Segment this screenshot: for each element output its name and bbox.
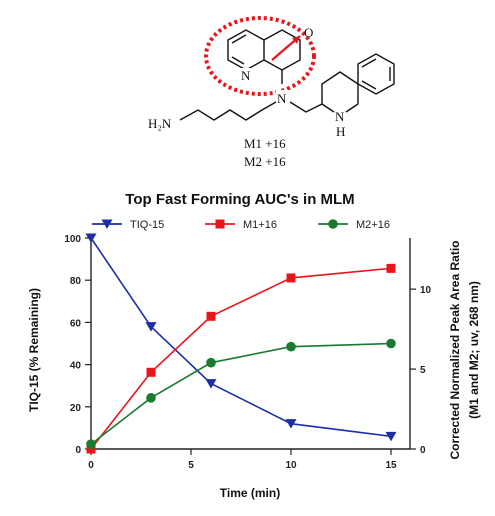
cyclohexane-ring xyxy=(263,29,301,71)
data-point-2 xyxy=(206,357,216,368)
molecule-structure xyxy=(179,29,395,121)
atom-h2n: H₂N xyxy=(148,116,172,131)
metabolite-label-m1: M1 +16 xyxy=(244,136,286,151)
y-tick-label-left: 0 xyxy=(75,445,81,456)
series-line-0 xyxy=(90,237,392,438)
chart-title: Top Fast Forming AUC's in MLM xyxy=(125,191,354,208)
arrowhead xyxy=(292,36,300,44)
y-tick-label-left: 20 xyxy=(70,403,82,414)
data-point-0 xyxy=(205,379,217,389)
y-tick-label-left: 100 xyxy=(64,234,81,245)
legend-marker xyxy=(101,219,113,229)
data-point-2 xyxy=(286,341,296,352)
data-point-2 xyxy=(146,393,156,403)
legend-marker xyxy=(328,219,338,229)
data-point-0 xyxy=(285,419,297,429)
highlight-ellipse xyxy=(204,16,316,96)
x-tick-label: 0 xyxy=(88,460,94,471)
atom-o: O xyxy=(304,25,313,40)
data-point-1 xyxy=(206,311,216,321)
y-tick-label-right: 10 xyxy=(420,285,432,296)
ring-double-bond xyxy=(231,56,245,65)
data-point-1 xyxy=(286,273,296,283)
y-tick-label-left: 40 xyxy=(70,361,82,372)
x-tick-label: 15 xyxy=(385,460,397,471)
data-point-0 xyxy=(385,431,397,442)
series-line-1 xyxy=(90,267,392,450)
legend-label: M1+16 xyxy=(243,219,277,231)
y-axis-right-subtitle: (M1 and M2; uv, 268 nm) xyxy=(467,281,481,419)
data-point-2 xyxy=(86,439,96,450)
data-point-2 xyxy=(386,338,396,349)
data-point-0 xyxy=(85,233,97,243)
series-line-2 xyxy=(90,342,392,445)
data-point-1 xyxy=(386,263,396,273)
atom-n-ring: N xyxy=(241,68,251,83)
y-axis-right-title: Corrected Normalized Peak Area Ratio xyxy=(448,241,462,460)
ring-double-bond xyxy=(361,58,377,68)
atom-nh-n: N xyxy=(335,109,345,124)
ring-double-bond xyxy=(231,34,247,44)
bond xyxy=(321,103,335,113)
atom-nh-h: H xyxy=(336,124,345,139)
x-tick-label: 10 xyxy=(285,460,297,471)
ring-double-bond xyxy=(361,80,377,90)
legend-label: M2+16 xyxy=(356,219,390,231)
y-tick-label-left: 80 xyxy=(70,276,82,287)
data-point-0 xyxy=(145,322,157,332)
atom-bg xyxy=(276,90,290,104)
pyridine-ring xyxy=(227,29,265,71)
butyl-chain xyxy=(179,101,277,121)
metabolite-label-m2: M2 +16 xyxy=(244,154,286,169)
legend-label: TIQ-15 xyxy=(130,219,164,231)
y-tick-label-left: 60 xyxy=(70,318,82,329)
bond xyxy=(345,103,359,113)
thiq-ring xyxy=(321,71,359,104)
y-axis-left-title: TIQ-15 (% Remaining) xyxy=(27,288,41,412)
series-group xyxy=(85,233,397,454)
atom-bg xyxy=(240,68,254,82)
x-tick-label: 5 xyxy=(188,460,194,471)
legend-marker xyxy=(215,219,225,229)
x-axis-title: Time (min) xyxy=(220,486,280,500)
y-tick-label-right: 5 xyxy=(420,365,426,376)
data-point-1 xyxy=(146,367,156,377)
y-tick-label-right: 0 xyxy=(420,445,426,456)
bond xyxy=(289,101,323,113)
oxidation-highlight xyxy=(204,16,316,96)
legend: TIQ-15 M1+16 M2+16 xyxy=(92,219,390,231)
benzene-ring xyxy=(357,53,395,95)
atom-n-amine: N xyxy=(277,91,287,106)
